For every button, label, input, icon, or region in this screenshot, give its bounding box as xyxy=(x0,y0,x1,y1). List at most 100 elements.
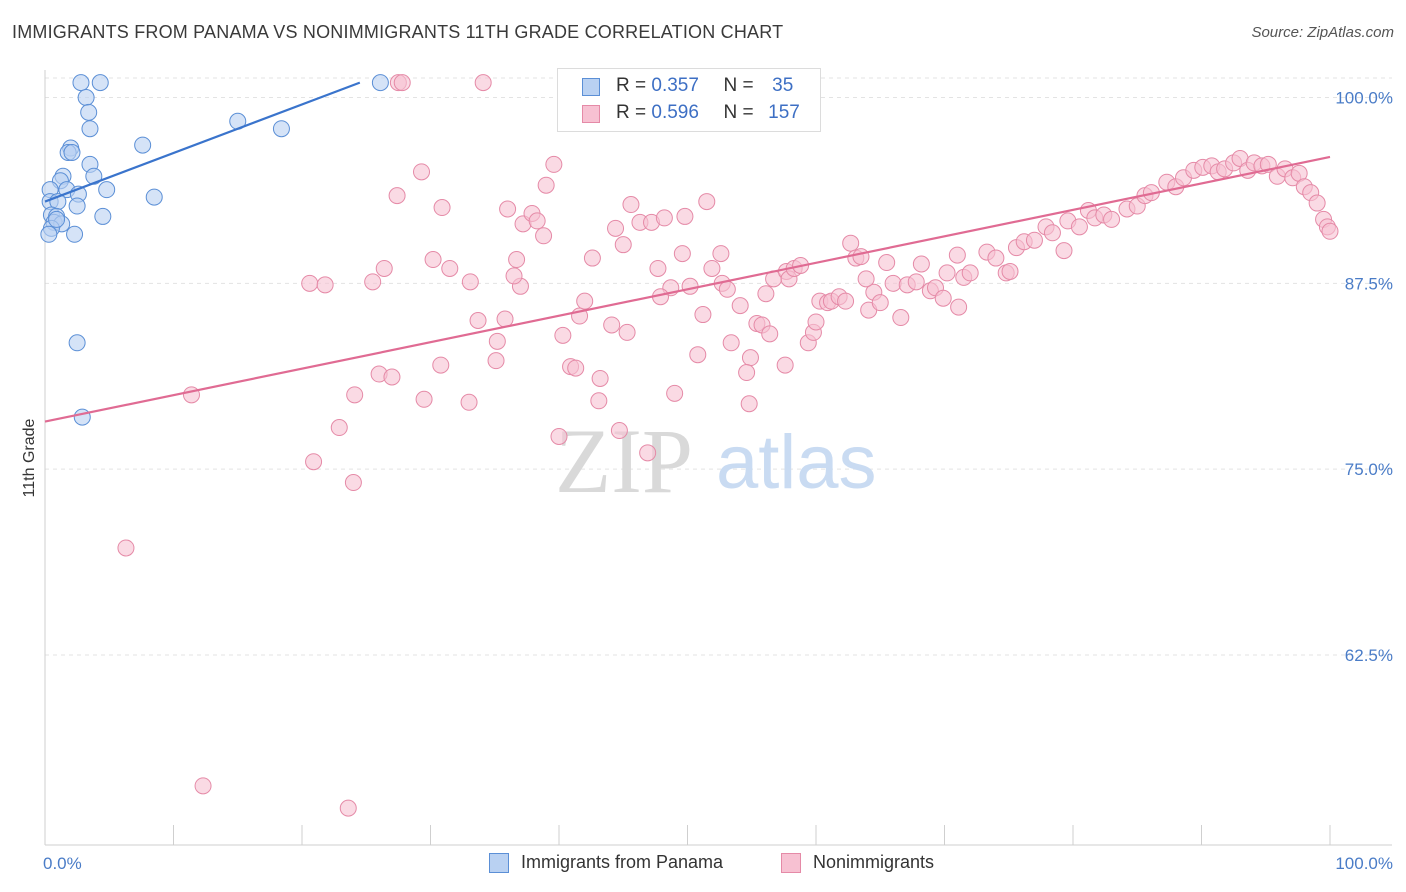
nonimmigrant-point xyxy=(383,368,401,386)
nonimmigrant-point xyxy=(1308,194,1326,212)
nonimmigrant-point xyxy=(938,264,956,282)
nonimmigrant-point xyxy=(912,255,930,273)
nonimmigrant-point xyxy=(731,297,749,315)
source-label: Source: ZipAtlas.com xyxy=(1251,24,1394,41)
nonimmigrant-point xyxy=(432,356,450,374)
nonimmigrant-point xyxy=(590,392,608,410)
nonimmigrant-point xyxy=(987,249,1005,267)
nonimmigrant-point xyxy=(649,259,667,277)
nonimmigrant-point xyxy=(934,289,952,307)
panama-point xyxy=(73,408,91,426)
nonimmigrant-point xyxy=(666,384,684,402)
nonimmigrant-point xyxy=(117,539,135,557)
panama-point xyxy=(72,74,90,92)
nonimmigrant-point xyxy=(698,193,716,211)
y-tick-labels: 62.5% 75.0% 87.5% 100.0% xyxy=(1335,89,1393,666)
nonimmigrant-point xyxy=(330,419,348,437)
nonimmigrant-point xyxy=(639,444,657,462)
nonimmigrant-point xyxy=(388,187,406,205)
correlation-legend: R = 0.357 N = 35 R = 0.596 N = 157 xyxy=(557,68,821,132)
nonimmigrant-point xyxy=(673,245,691,263)
legend-swatch-pink xyxy=(582,105,600,123)
nonimmigrant-point xyxy=(554,326,572,344)
nonimmigrant-point xyxy=(950,298,968,316)
nonimmigrant-point xyxy=(415,390,433,408)
nonimmigrant-point xyxy=(550,427,568,445)
nonimmigrant-point xyxy=(878,254,896,272)
nonimmigrant-point xyxy=(1043,224,1061,242)
nonimmigrant-point xyxy=(622,196,640,214)
watermark-atlas: atlas xyxy=(716,420,877,505)
nonimmigrant-point xyxy=(393,74,411,92)
panama-point xyxy=(68,197,86,215)
nonimmigrant-point xyxy=(344,474,362,492)
nonimmigrant-point xyxy=(339,799,357,817)
panama-trend-line xyxy=(44,81,361,203)
nonimmigrant-point xyxy=(375,259,393,277)
nonimmigrant-point xyxy=(487,352,505,370)
legend-swatch-blue xyxy=(489,853,509,873)
nonimmigrant-point xyxy=(535,227,553,245)
nonimmigrant-point xyxy=(857,270,875,288)
nonimmigrant-point xyxy=(424,251,442,269)
nonimmigrant-point xyxy=(610,422,628,440)
nonimmigrant-point xyxy=(884,274,902,292)
nonimmigrant-point xyxy=(718,280,736,298)
x-tick-labels: 0.0% 100.0% xyxy=(43,854,1393,873)
nonimmigrant-point xyxy=(655,209,673,227)
nonimmigrant-point xyxy=(528,212,546,230)
nonimmigrant-point xyxy=(1001,262,1019,280)
nonimmigrant-point xyxy=(618,323,636,341)
nonimmigrant-point xyxy=(681,277,699,295)
nonimmigrant-point xyxy=(871,294,889,312)
y-tick-label: 87.5% xyxy=(1345,274,1393,293)
panama-point xyxy=(81,120,99,138)
legend-n-value: 157 xyxy=(768,102,800,123)
legend-r-value: 0.357 xyxy=(651,75,699,96)
nonimmigrant-point xyxy=(433,199,451,217)
panama-point xyxy=(145,188,163,206)
nonimmigrant-point xyxy=(316,276,334,294)
legend-r-label: R = xyxy=(616,102,647,123)
nonimmigrant-point xyxy=(614,236,632,254)
nonimmigrant-point xyxy=(301,274,319,292)
legend-n-label: N = xyxy=(723,102,754,123)
y-tick-label: 62.5% xyxy=(1345,646,1393,665)
legend-n-value: 35 xyxy=(772,75,794,96)
nonimmigrant-point xyxy=(689,346,707,364)
panama-point xyxy=(68,334,86,352)
y-tick-label: 100.0% xyxy=(1335,89,1393,108)
nonimmigrant-point xyxy=(712,245,730,263)
panama-point xyxy=(48,210,66,228)
nonimmigrants-points xyxy=(117,74,1339,817)
panama-point xyxy=(371,74,389,92)
nonimmigrant-point xyxy=(852,248,870,266)
nonimmigrant-point xyxy=(413,163,431,181)
nonimmigrant-point xyxy=(1025,231,1043,249)
nonimmigrant-point xyxy=(607,219,625,237)
legend-label-panama: Immigrants from Panama xyxy=(521,852,724,872)
nonimmigrant-point xyxy=(1070,218,1088,236)
x-tick-label: 0.0% xyxy=(43,854,82,873)
nonimmigrant-point xyxy=(694,306,712,324)
legend-n-label: N = xyxy=(723,75,754,96)
nonimmigrant-point xyxy=(461,273,479,291)
nonimmigrant-point xyxy=(488,332,506,350)
nonimmigrant-trend-line xyxy=(44,155,1331,423)
nonimmigrant-point xyxy=(305,453,323,471)
nonimmigrant-point xyxy=(567,359,585,377)
nonimmigrant-point xyxy=(441,259,459,277)
legend-r-label: R = xyxy=(616,75,647,96)
nonimmigrant-point xyxy=(676,207,694,225)
nonimmigrant-point xyxy=(703,259,721,277)
panama-point xyxy=(80,103,98,121)
nonimmigrant-point xyxy=(460,393,478,411)
nonimmigrant-point xyxy=(1055,242,1073,260)
y-axis-title: 11th Grade xyxy=(21,418,38,497)
nonimmigrant-point xyxy=(591,369,609,387)
nonimmigrant-point xyxy=(722,334,740,352)
panama-point xyxy=(63,144,81,162)
nonimmigrant-point xyxy=(741,349,759,367)
nonimmigrant-point xyxy=(761,325,779,343)
